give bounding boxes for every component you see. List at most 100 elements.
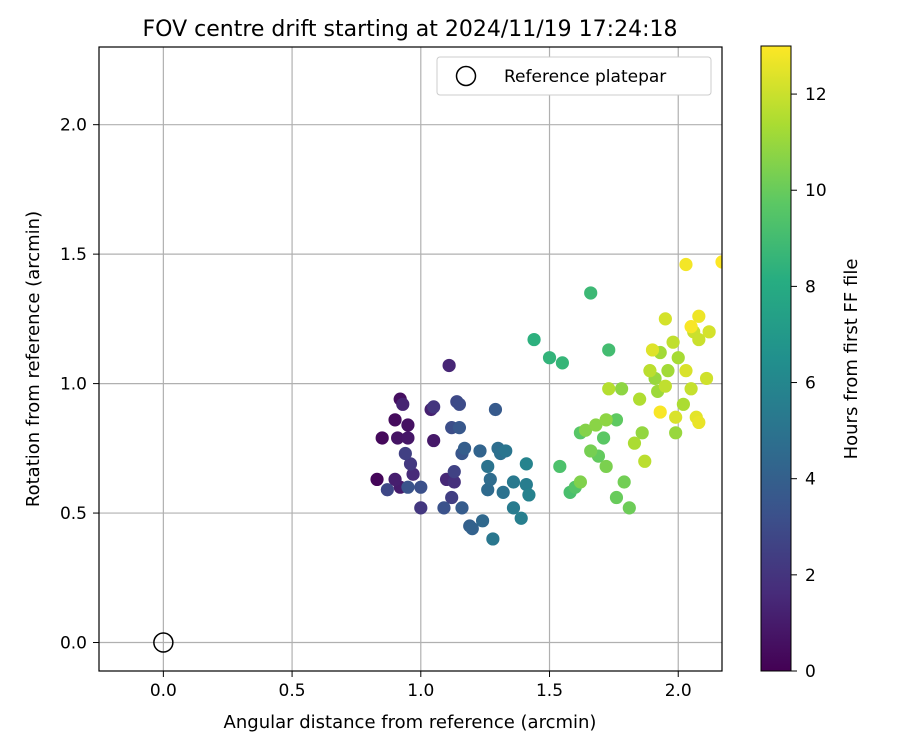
data-point bbox=[437, 501, 451, 515]
x-tick-label: 1.0 bbox=[407, 681, 434, 701]
data-point bbox=[483, 472, 497, 486]
y-tick-label: 0.0 bbox=[60, 634, 87, 654]
data-point bbox=[596, 431, 611, 445]
data-point bbox=[602, 343, 616, 357]
data-point bbox=[388, 472, 402, 486]
data-point bbox=[692, 332, 706, 347]
data-point bbox=[388, 413, 402, 427]
data-point bbox=[676, 397, 690, 411]
colorbar-tick-label: 6 bbox=[805, 374, 816, 394]
data-point bbox=[473, 444, 487, 458]
colorbar-label: Hours from first FF file bbox=[841, 259, 862, 460]
data-point bbox=[671, 351, 685, 365]
data-point bbox=[584, 286, 598, 300]
data-point bbox=[465, 521, 479, 536]
legend-entry-reference: Reference platepar bbox=[504, 67, 666, 87]
data-point bbox=[653, 405, 667, 419]
data-point bbox=[401, 431, 415, 445]
reference-point bbox=[153, 632, 174, 653]
data-point bbox=[617, 475, 631, 489]
data-point bbox=[633, 392, 647, 406]
x-tick-label: 0.0 bbox=[150, 681, 177, 701]
y-axis-ticks: 0.0 0.5 1.0 1.5 2.0 bbox=[60, 116, 99, 654]
x-axis-label: Angular distance from reference (arcmin) bbox=[224, 712, 597, 733]
data-point bbox=[699, 371, 714, 386]
chart-title: FOV centre drift starting at 2024/11/19 … bbox=[143, 17, 678, 42]
data-point bbox=[452, 421, 467, 435]
data-point bbox=[475, 514, 490, 528]
data-point bbox=[427, 433, 441, 448]
data-point bbox=[499, 444, 513, 458]
y-tick-label: 2.0 bbox=[60, 116, 87, 136]
x-axis-ticks: 0.0 0.5 1.0 1.5 2.0 bbox=[150, 671, 692, 701]
data-point bbox=[506, 501, 521, 515]
data-point bbox=[527, 332, 541, 347]
data-point bbox=[692, 309, 706, 323]
data-point bbox=[692, 415, 706, 430]
data-point bbox=[679, 257, 693, 272]
data-point bbox=[414, 501, 428, 515]
reference-marker bbox=[153, 632, 174, 653]
data-point bbox=[519, 477, 533, 492]
y-tick-label: 1.0 bbox=[60, 375, 87, 395]
x-tick-label: 1.5 bbox=[536, 681, 563, 701]
data-point bbox=[542, 351, 557, 365]
data-point bbox=[455, 501, 469, 515]
data-point bbox=[553, 459, 567, 474]
data-point bbox=[715, 255, 722, 269]
colorbar-tick-label: 8 bbox=[805, 277, 816, 297]
data-point bbox=[635, 426, 649, 440]
data-point bbox=[643, 364, 657, 378]
data-point bbox=[391, 431, 405, 445]
data-point bbox=[380, 483, 394, 497]
y-axis-label: Rotation from reference (arcmin) bbox=[23, 211, 44, 507]
data-point bbox=[589, 418, 603, 432]
colorbar: 0 2 4 6 8 10 12 Hours from first FF file bbox=[760, 45, 862, 682]
data-point bbox=[514, 511, 528, 525]
colorbar-ticks: 0 2 4 6 8 10 12 bbox=[791, 85, 827, 682]
data-point bbox=[375, 431, 389, 445]
data-point bbox=[506, 475, 521, 489]
data-point bbox=[457, 441, 472, 455]
data-point bbox=[599, 459, 613, 474]
data-point bbox=[481, 459, 495, 474]
data-point bbox=[578, 423, 593, 437]
data-point bbox=[669, 426, 683, 440]
colorbar-tick-label: 0 bbox=[805, 662, 816, 682]
data-point bbox=[396, 397, 410, 411]
data-point bbox=[602, 382, 616, 396]
x-tick-label: 0.5 bbox=[279, 681, 306, 701]
plot-frame bbox=[98, 46, 723, 672]
data-point bbox=[519, 457, 533, 471]
legend-box bbox=[436, 56, 712, 96]
data-point bbox=[403, 457, 418, 471]
data-point bbox=[666, 335, 680, 349]
x-tick-label: 2.0 bbox=[665, 681, 692, 701]
data-point bbox=[447, 475, 461, 489]
data-point bbox=[401, 418, 415, 432]
data-point bbox=[522, 488, 536, 502]
colorbar-tick-label: 4 bbox=[805, 470, 816, 490]
data-point bbox=[679, 364, 693, 378]
colorbar-tick-label: 2 bbox=[805, 566, 816, 586]
data-point bbox=[609, 490, 624, 505]
colorbar-tick-label: 12 bbox=[805, 85, 827, 105]
data-point bbox=[406, 467, 420, 481]
data-point bbox=[599, 413, 613, 427]
y-tick-label: 1.5 bbox=[60, 245, 87, 265]
data-point bbox=[609, 413, 624, 427]
data-point bbox=[702, 325, 716, 339]
data-point bbox=[614, 382, 629, 396]
colorbar-gradient bbox=[760, 45, 792, 672]
data-point bbox=[627, 436, 642, 450]
data-point bbox=[645, 343, 660, 357]
data-point bbox=[555, 356, 569, 370]
data-point bbox=[584, 444, 598, 458]
data-point bbox=[427, 400, 441, 414]
y-tick-label: 0.5 bbox=[60, 504, 87, 524]
data-point bbox=[661, 364, 675, 378]
data-point bbox=[452, 397, 467, 411]
colorbar-tick-label: 10 bbox=[805, 181, 827, 201]
data-point bbox=[445, 490, 459, 505]
